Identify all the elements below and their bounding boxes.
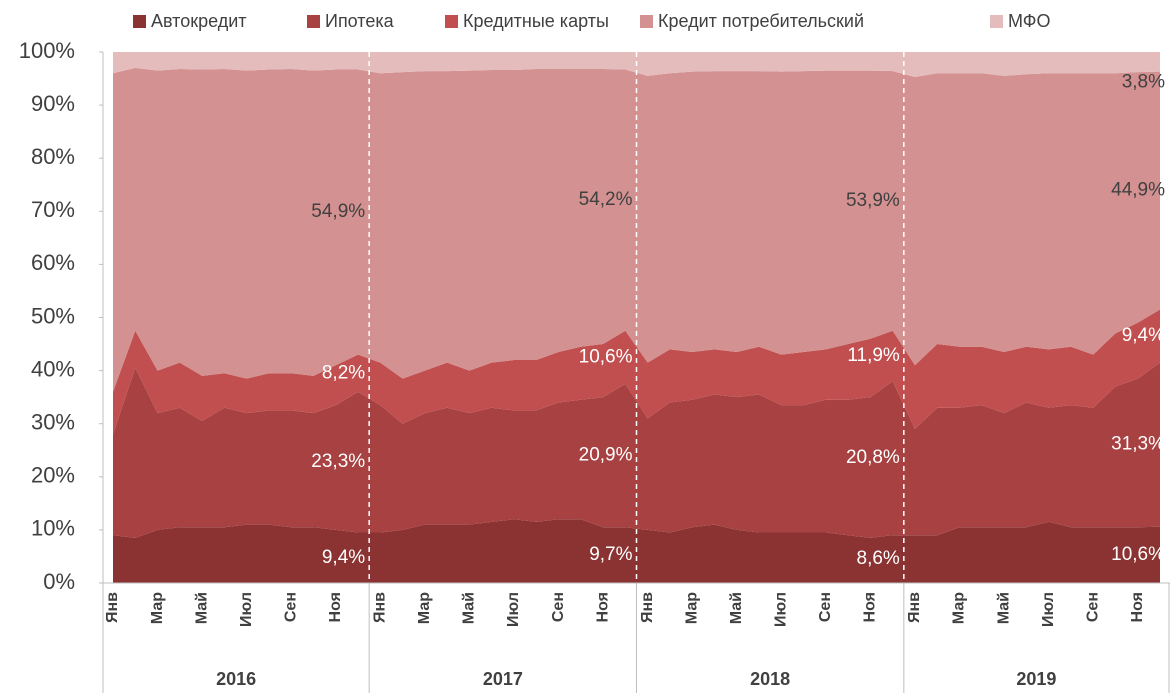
x-tick-label: Ноя bbox=[862, 592, 879, 622]
data-label: 23,3% bbox=[311, 451, 365, 472]
data-label: 3,8% bbox=[1122, 71, 1165, 92]
x-tick-label: Сен bbox=[550, 592, 567, 622]
x-tick-label: Июл bbox=[505, 592, 522, 627]
x-tick-label: Янв bbox=[372, 592, 389, 623]
legend-label: Автокредит bbox=[151, 11, 247, 31]
x-tick-label: Сен bbox=[1084, 592, 1101, 622]
data-label: 54,9% bbox=[311, 201, 365, 222]
data-label: 8,2% bbox=[322, 362, 365, 383]
x-tick-label: Май bbox=[728, 592, 745, 624]
y-tick-label: 80% bbox=[31, 144, 75, 169]
y-tick-label: 0% bbox=[43, 569, 75, 594]
data-label: 10,6% bbox=[1111, 544, 1165, 565]
area bbox=[113, 67, 1160, 392]
data-label: 54,2% bbox=[579, 189, 633, 210]
legend-label: Кредит потребительский bbox=[658, 11, 864, 31]
data-label: 11,9% bbox=[847, 345, 900, 366]
x-tick-label: Мар bbox=[951, 592, 968, 624]
legend-label: Кредитные карты bbox=[463, 11, 609, 31]
x-tick-label: Янв bbox=[906, 592, 923, 623]
y-tick-label: 20% bbox=[31, 463, 75, 488]
x-tick-label: Янв bbox=[639, 592, 656, 623]
x-tick-label: Июл bbox=[238, 592, 255, 627]
y-tick-label: 30% bbox=[31, 410, 75, 435]
year-label: 2019 bbox=[1016, 669, 1056, 689]
year-label: 2017 bbox=[483, 669, 523, 689]
y-tick-label: 40% bbox=[31, 356, 75, 381]
data-label: 10,6% bbox=[579, 346, 633, 367]
legend-label: МФО bbox=[1008, 11, 1050, 31]
legend-swatch bbox=[640, 15, 653, 28]
data-label: 20,9% bbox=[579, 445, 633, 466]
x-tick-label: Мар bbox=[683, 592, 700, 624]
x-tick-label: Мар bbox=[149, 592, 166, 624]
data-label: 9,4% bbox=[322, 547, 365, 568]
legend-swatch bbox=[990, 15, 1003, 28]
x-tick-label: Июл bbox=[1040, 592, 1057, 627]
x-tick-label: Май bbox=[193, 592, 210, 624]
x-tick-label: Май bbox=[461, 592, 478, 624]
x-tick-label: Янв bbox=[104, 592, 121, 623]
data-label: 20,8% bbox=[846, 447, 900, 468]
data-label: 53,9% bbox=[846, 190, 900, 211]
data-label: 9,7% bbox=[589, 544, 632, 565]
y-tick-label: 100% bbox=[19, 38, 75, 63]
y-tick-label: 70% bbox=[31, 197, 75, 222]
x-tick-label: Мар bbox=[416, 592, 433, 624]
x-tick-label: Ноя bbox=[1129, 592, 1146, 622]
legend-label: Ипотека bbox=[325, 11, 395, 31]
data-label: 8,6% bbox=[857, 548, 900, 569]
legend-swatch bbox=[133, 15, 146, 28]
y-tick-label: 50% bbox=[31, 303, 75, 328]
legend-swatch bbox=[307, 15, 320, 28]
data-label: 44,9% bbox=[1111, 180, 1165, 201]
y-tick-label: 10% bbox=[31, 516, 75, 541]
x-tick-label: Сен bbox=[282, 592, 299, 622]
x-tick-label: Ноя bbox=[327, 592, 344, 622]
data-label: 31,3% bbox=[1111, 434, 1165, 455]
year-label: 2018 bbox=[750, 669, 790, 689]
x-tick-label: Июл bbox=[773, 592, 790, 627]
x-tick-label: Сен bbox=[817, 592, 834, 622]
y-tick-label: 60% bbox=[31, 250, 75, 275]
legend-swatch bbox=[445, 15, 458, 28]
x-tick-label: Ноя bbox=[594, 592, 611, 622]
x-tick-label: Май bbox=[995, 592, 1012, 624]
y-tick-label: 90% bbox=[31, 91, 75, 116]
year-label: 2016 bbox=[216, 669, 256, 689]
data-label: 9,4% bbox=[1122, 325, 1165, 346]
